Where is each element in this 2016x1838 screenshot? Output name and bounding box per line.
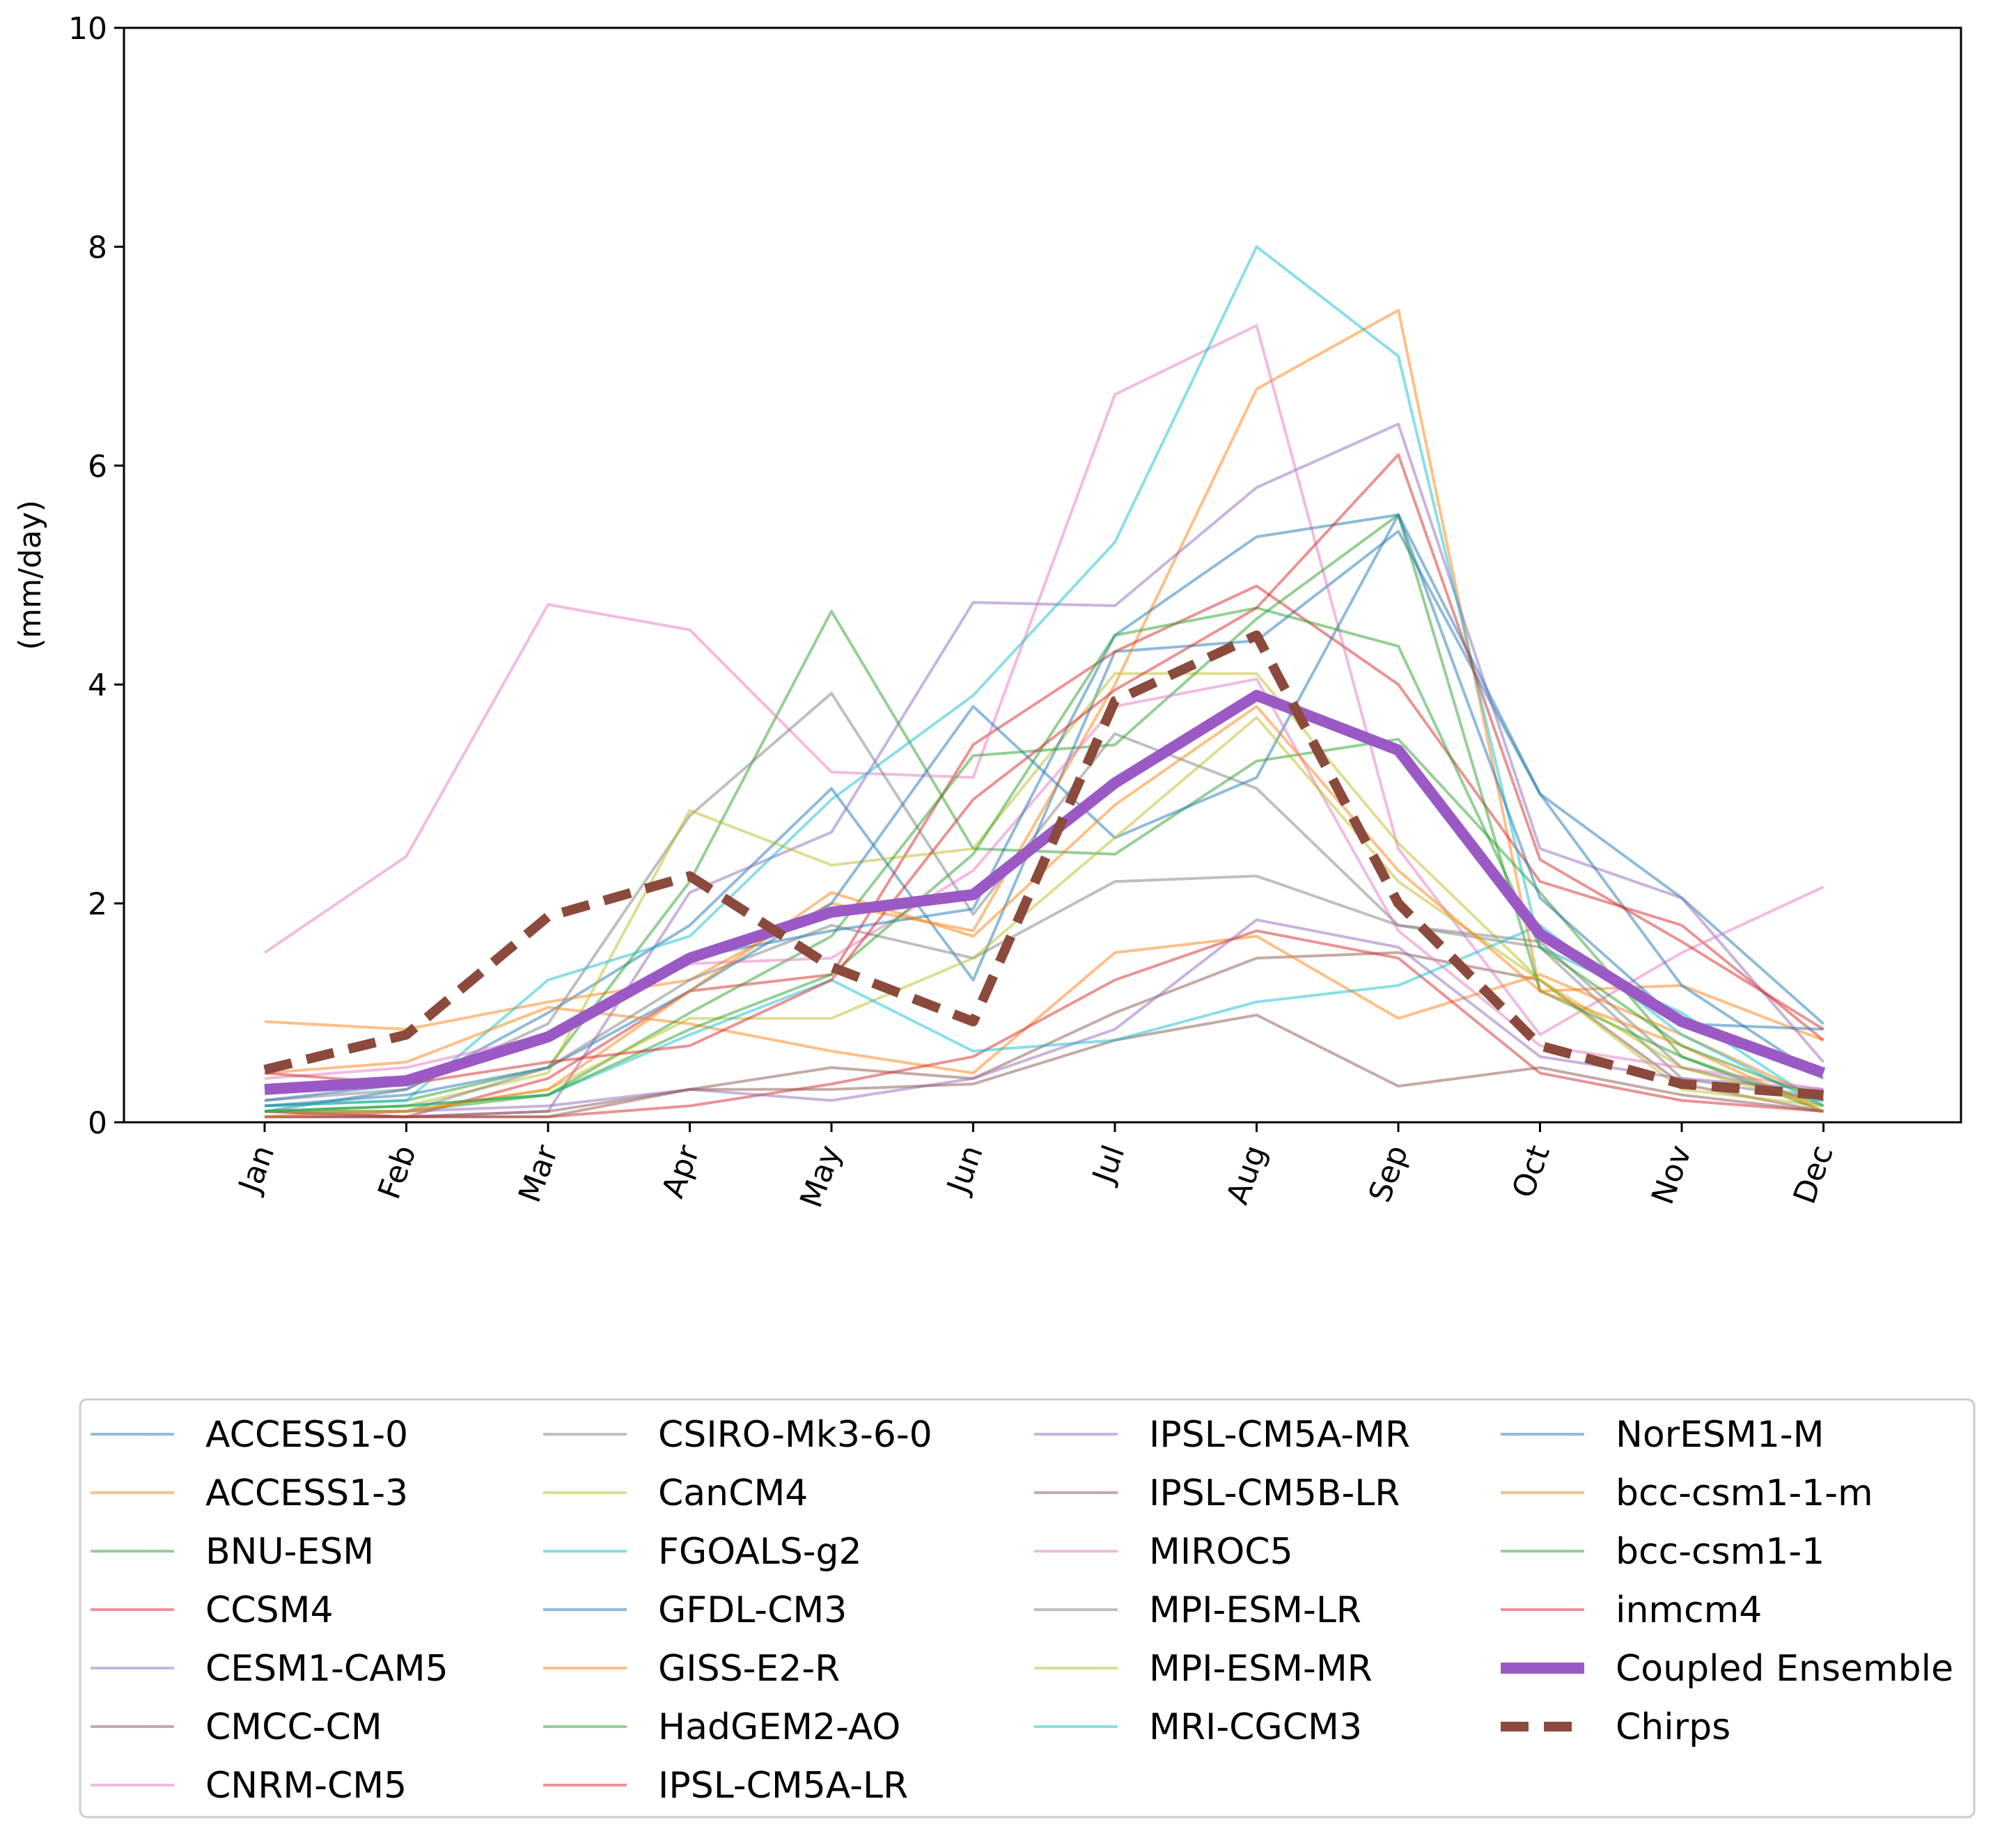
legend-label: FGOALS-g2: [658, 1531, 862, 1573]
legend-label: IPSL-CM5A-LR: [658, 1765, 908, 1807]
x-tick-label: May: [793, 1140, 848, 1212]
y-axis-label: (mm/day): [13, 500, 48, 650]
legend-label: MPI-ESM-MR: [1149, 1648, 1373, 1690]
legend-label: Chirps: [1616, 1706, 1730, 1748]
x-tick-label: Feb: [371, 1140, 423, 1204]
legend-label: bcc-csm1-1-m: [1616, 1472, 1873, 1514]
x-tick-label: Apr: [655, 1140, 707, 1202]
y-tick-label: 6: [88, 449, 107, 485]
legend-label: inmcm4: [1616, 1589, 1762, 1631]
legend-label: BNU-ESM: [205, 1531, 374, 1573]
legend-label: MRI-CGCM3: [1149, 1706, 1362, 1748]
x-tick-label: Nov: [1645, 1140, 1698, 1209]
x-axis: Jan Feb Mar Apr May Jun Jul Aug Sep Oct Nov Dec: [231, 1122, 1841, 1212]
legend-label: NorESM1-M: [1616, 1414, 1824, 1456]
legend-label: CanCM4: [658, 1472, 808, 1514]
x-tick-label: Sep: [1362, 1140, 1415, 1207]
series-line-cancm4: [264, 672, 1824, 1113]
legend-label: CNRM-CM5: [205, 1765, 407, 1807]
legend-label: GFDL-CM3: [658, 1589, 847, 1631]
x-tick-label: Jun: [939, 1140, 990, 1200]
legend: ACCESS1-0 ACCESS1-3 BNU-ESM CCSM4 CESM1-CAM5…: [91, 1414, 1953, 1807]
legend-label: Coupled Ensemble: [1616, 1648, 1953, 1690]
legend-label: CMCC-CM: [205, 1706, 382, 1748]
legend-label: IPSL-CM5A-MR: [1149, 1414, 1410, 1456]
legend-label: CESM1-CAM5: [205, 1648, 448, 1690]
series-line-cnrm-cm5: [263, 324, 1824, 1037]
legend-label: CCSM4: [205, 1589, 334, 1631]
legend-label: bcc-csm1-1: [1616, 1531, 1824, 1573]
x-tick-label: Mar: [512, 1140, 565, 1207]
y-tick-label: 0: [88, 1106, 107, 1141]
series-line-access1-3: [264, 308, 1824, 1042]
legend-label: MIROC5: [1149, 1531, 1293, 1573]
x-tick-label: Oct: [1506, 1140, 1557, 1202]
x-tick-label: Jul: [1085, 1140, 1132, 1189]
legend-label: CSIRO-Mk3-6-0: [658, 1414, 932, 1456]
plot-frame: [123, 26, 1962, 1124]
series-line-ipsl-cm5b-lr: [265, 1013, 1824, 1119]
series-line-giss-e2-r: [264, 934, 1824, 1102]
legend-label: ACCESS1-0: [205, 1414, 408, 1456]
series-line-inmcm4: [264, 453, 1824, 1085]
series-line-ccsm4: [265, 584, 1824, 1119]
legend-label: HadGEM2-AO: [658, 1706, 900, 1748]
y-tick-label: 10: [68, 11, 107, 47]
y-axis: 0 2 4 6 8 10: [68, 11, 124, 1141]
y-tick-label: 4: [88, 668, 107, 703]
series-line-access1-0: [264, 530, 1824, 1113]
x-tick-label: Dec: [1787, 1140, 1841, 1208]
series-line-csiro-mk3-6-0: [264, 691, 1824, 1102]
series-line-ipsl-cm5a-mr: [264, 918, 1824, 1119]
series-line-coupled-ensemble: [264, 689, 1826, 1095]
y-tick-label: 8: [88, 230, 107, 265]
legend-label: MPI-ESM-LR: [1149, 1589, 1361, 1631]
series-line-chirps: [263, 630, 1824, 1100]
x-tick-label: Aug: [1220, 1140, 1274, 1209]
x-tick-label: Jan: [231, 1140, 281, 1199]
legend-frame: [79, 1398, 1976, 1819]
series-line-fgoals-g2: [264, 245, 1824, 1108]
series-lines: [263, 245, 1826, 1119]
legend-label: IPSL-CM5B-LR: [1149, 1472, 1400, 1514]
legend-label: GISS-E2-R: [658, 1648, 840, 1690]
legend-label: ACCESS1-3: [205, 1472, 408, 1514]
y-tick-label: 2: [88, 887, 107, 922]
